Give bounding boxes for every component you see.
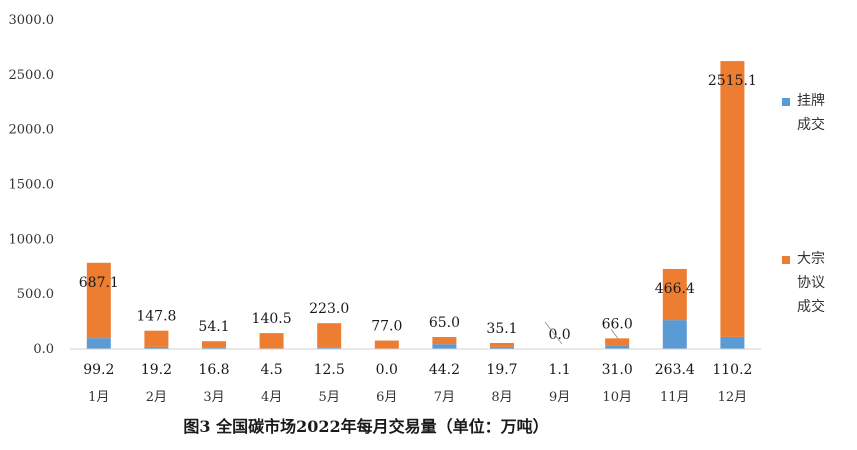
data-label-block-trade: 0.0 <box>548 327 570 343</box>
data-label-listed: 16.8 <box>198 362 229 378</box>
bar-segment-block-trade <box>490 342 514 347</box>
y-tick-label: 3000.0 <box>9 13 55 28</box>
legend-label: 协议 <box>797 275 825 291</box>
bar-segment-block-trade <box>317 323 342 348</box>
legend-label: 成交 <box>797 298 825 315</box>
bar-segment-listed <box>605 345 630 349</box>
data-label-listed: 0.0 <box>376 362 398 378</box>
bar-segment-listed <box>432 344 457 349</box>
bar-segment-block-trade <box>144 330 169 347</box>
chart-title: 图3 全国碳市场2022年每月交易量（单位：万吨） <box>183 417 548 436</box>
x-tick-label: 7月 <box>434 390 455 405</box>
bar-segment-block-trade <box>432 337 457 345</box>
bar-segment-block-trade <box>86 262 111 339</box>
bar-segment-block-trade <box>202 341 226 348</box>
data-label-block-trade: 223.0 <box>309 301 349 317</box>
legend-label: 大宗 <box>797 251 825 267</box>
bar-segment-listed <box>490 346 514 349</box>
bar-segment-listed <box>662 320 687 349</box>
x-tick-label: 5月 <box>319 390 340 405</box>
bar-segment-block-trade <box>662 268 687 321</box>
bar-segment-listed <box>720 336 745 349</box>
y-tick-label: 2000.0 <box>9 123 55 138</box>
x-tick-label: 10月 <box>602 390 632 405</box>
legend-swatch-block-trade <box>782 256 790 264</box>
bar-segment-listed <box>144 346 169 349</box>
bar-segment-listed <box>202 347 226 349</box>
data-label-listed: 44.2 <box>429 362 460 378</box>
data-label-block-trade: 147.8 <box>136 309 176 325</box>
bar-segment-block-trade <box>259 333 284 349</box>
legend-label: 成交 <box>797 116 825 133</box>
label-leader-line <box>610 328 620 341</box>
data-label-block-trade: 65.0 <box>429 315 460 331</box>
data-label-listed: 4.5 <box>260 362 282 378</box>
data-label-listed: 1.1 <box>548 362 570 378</box>
x-tick-label: 2月 <box>146 390 167 405</box>
data-label-listed: 19.7 <box>486 362 517 378</box>
x-tick-label: 3月 <box>203 390 224 405</box>
bar-segment-listed <box>317 347 342 349</box>
legend-swatch-listed <box>782 98 790 106</box>
x-axis: 1月 2月 3月 4月 5月 6月 7月 8月 9月 10月 11月 12月 <box>70 348 762 405</box>
data-label-block-trade: 35.1 <box>486 321 517 337</box>
y-tick-label: 2500.0 <box>9 68 55 83</box>
y-axis: 0.0 500.0 1000.0 1500.0 2000.0 2500.0 3000.0 <box>9 13 55 357</box>
bar-segment-block-trade <box>720 61 745 337</box>
x-tick-label: 8月 <box>491 390 512 405</box>
x-tick-label: 4月 <box>261 390 282 405</box>
x-tick-label: 12月 <box>718 390 748 405</box>
data-label-listed: 263.4 <box>655 362 695 378</box>
y-tick-label: 500.0 <box>17 287 54 302</box>
data-label-listed: 110.2 <box>712 362 752 378</box>
data-label-block-trade: 54.1 <box>198 319 229 335</box>
data-label-block-trade: 77.0 <box>371 319 402 335</box>
data-label-block-trade: 687.1 <box>79 275 119 291</box>
data-label-listed: 31.0 <box>602 362 633 378</box>
data-labels: 99.2 687.1 19.2 147.8 16.8 54.1 4.5 140.5 12.5 22… <box>79 73 757 378</box>
y-tick-label: 1000.0 <box>9 232 55 247</box>
bars <box>86 61 745 349</box>
data-label-listed: 19.2 <box>141 362 172 378</box>
legend-label: 挂牌 <box>797 92 825 109</box>
x-tick-label: 11月 <box>660 390 690 405</box>
label-leader-line <box>544 321 563 345</box>
x-tick-label: 1月 <box>88 390 109 405</box>
data-label-listed: 99.2 <box>83 362 114 378</box>
data-label-block-trade: 140.5 <box>252 311 292 327</box>
data-label-block-trade: 466.4 <box>655 281 695 297</box>
bar-segment-listed <box>86 338 111 349</box>
x-tick-label: 9月 <box>549 390 570 405</box>
bar-segment-block-trade <box>374 340 399 349</box>
data-label-block-trade: 2515.1 <box>708 73 757 89</box>
data-label-block-trade: 66.0 <box>602 316 633 332</box>
y-tick-label: 0.0 <box>33 342 54 357</box>
bar-segment-block-trade <box>605 338 630 346</box>
x-tick-label: 6月 <box>376 390 397 405</box>
data-label-listed: 12.5 <box>314 362 345 378</box>
y-tick-label: 1500.0 <box>9 178 55 193</box>
